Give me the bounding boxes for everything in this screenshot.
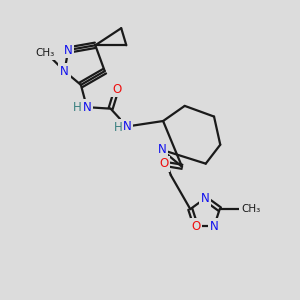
Text: N: N	[82, 101, 91, 114]
Text: H: H	[114, 121, 122, 134]
Text: N: N	[60, 64, 69, 78]
Text: CH₃: CH₃	[241, 204, 260, 214]
Text: O: O	[160, 157, 169, 170]
Text: O: O	[191, 220, 200, 233]
Text: N: N	[64, 44, 73, 56]
Text: O: O	[112, 83, 121, 96]
Text: N: N	[201, 192, 209, 205]
Text: N: N	[158, 143, 166, 156]
Text: N: N	[210, 220, 218, 233]
Text: N: N	[123, 120, 131, 133]
Text: CH₃: CH₃	[36, 48, 55, 59]
Text: H: H	[73, 101, 82, 114]
